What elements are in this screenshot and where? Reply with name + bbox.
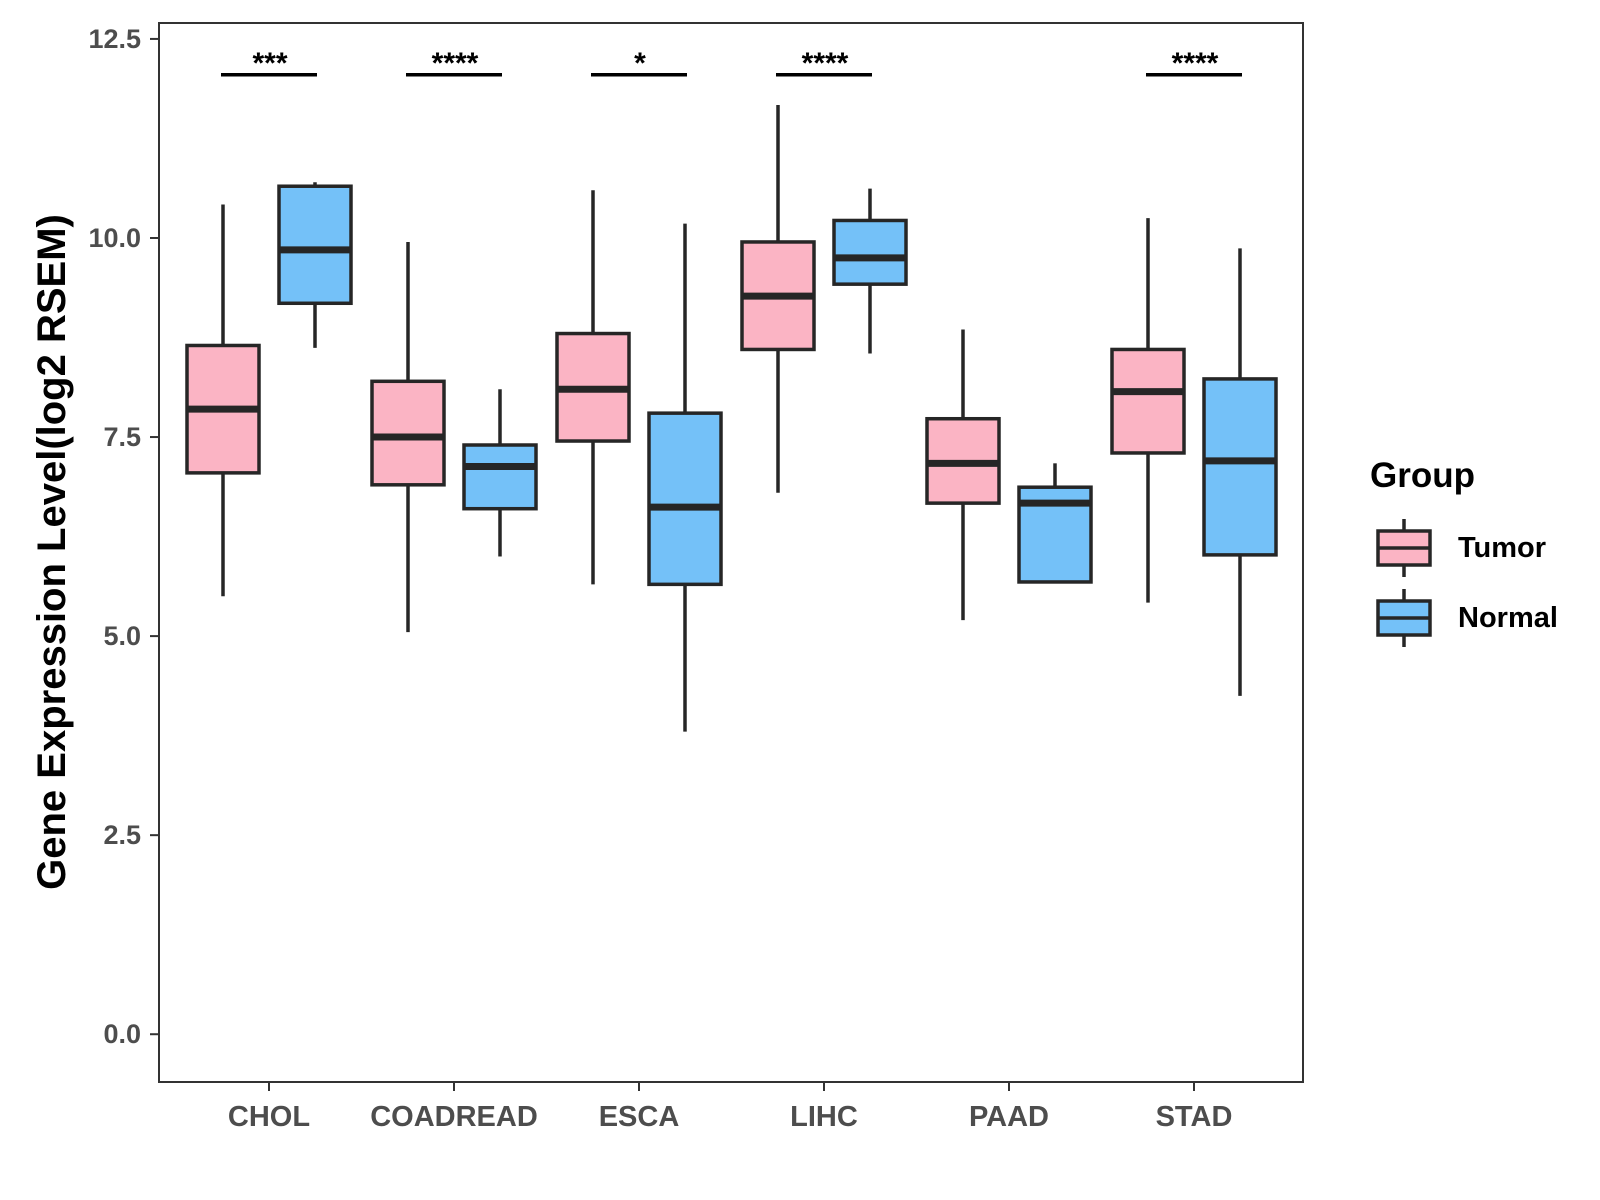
y-tick-label: 5.0 — [103, 621, 141, 651]
significance-label-coadread: **** — [432, 47, 479, 80]
y-tick-label: 10.0 — [88, 223, 141, 253]
x-tick-label-chol: CHOL — [228, 1101, 310, 1133]
legend-label-tumor: Tumor — [1458, 532, 1546, 564]
x-tick-label-stad: STAD — [1156, 1101, 1233, 1133]
significance-label-esca: * — [634, 47, 646, 80]
y-axis-title: Gene Expression Level(log2 RSEM) — [30, 214, 74, 890]
x-tick-label-lihc: LIHC — [790, 1101, 858, 1133]
legend-title: Group — [1370, 456, 1475, 495]
box-tumor-esca — [555, 190, 631, 585]
box-tumor-coadread — [370, 241, 446, 633]
box-normal-paad — [1017, 463, 1093, 584]
box-body — [1202, 377, 1278, 557]
x-axis: CHOL COADREAD ESCA LIHC PAAD STAD — [228, 1082, 1232, 1133]
box-normal-lihc — [832, 188, 908, 354]
box-normal-stad — [1202, 248, 1278, 696]
significance-annotations: *** **** * **** **** — [221, 47, 1242, 80]
plot-panel-border — [158, 22, 1304, 1083]
y-axis: 0.0 2.5 5.0 7.5 10.0 12.5 — [88, 24, 159, 1049]
legend-label-normal: Normal — [1458, 602, 1558, 634]
box-tumor-stad — [1110, 218, 1186, 603]
y-tick-label: 0.0 — [103, 1019, 141, 1049]
legend-entry-normal: Normal — [1376, 589, 1558, 647]
y-tick-label: 2.5 — [103, 820, 141, 850]
box-body — [462, 443, 538, 511]
box-tumor-paad — [925, 329, 1001, 621]
significance-label-stad: **** — [1172, 47, 1219, 80]
box-normal-chol — [277, 182, 353, 348]
y-tick-label: 7.5 — [103, 422, 141, 452]
box-body — [647, 411, 723, 587]
box-body — [1110, 347, 1186, 455]
legend-entry-tumor: Tumor — [1376, 519, 1546, 577]
box-body — [832, 218, 908, 286]
box-body — [277, 184, 353, 306]
x-tick-label-esca: ESCA — [599, 1101, 680, 1133]
significance-label-chol: *** — [252, 47, 287, 80]
x-tick-label-paad: PAAD — [969, 1101, 1049, 1133]
plot-marks — [185, 105, 1278, 732]
box-tumor-lihc — [740, 105, 816, 493]
significance-label-lihc: **** — [802, 47, 849, 80]
box-normal-esca — [647, 223, 723, 732]
y-tick-label: 12.5 — [88, 24, 141, 54]
legend: Group Tumor Normal — [1370, 456, 1558, 647]
box-tumor-chol — [185, 204, 261, 597]
box-body — [370, 379, 446, 487]
x-tick-label-coadread: COADREAD — [370, 1101, 538, 1133]
box-normal-coadread — [462, 389, 538, 557]
